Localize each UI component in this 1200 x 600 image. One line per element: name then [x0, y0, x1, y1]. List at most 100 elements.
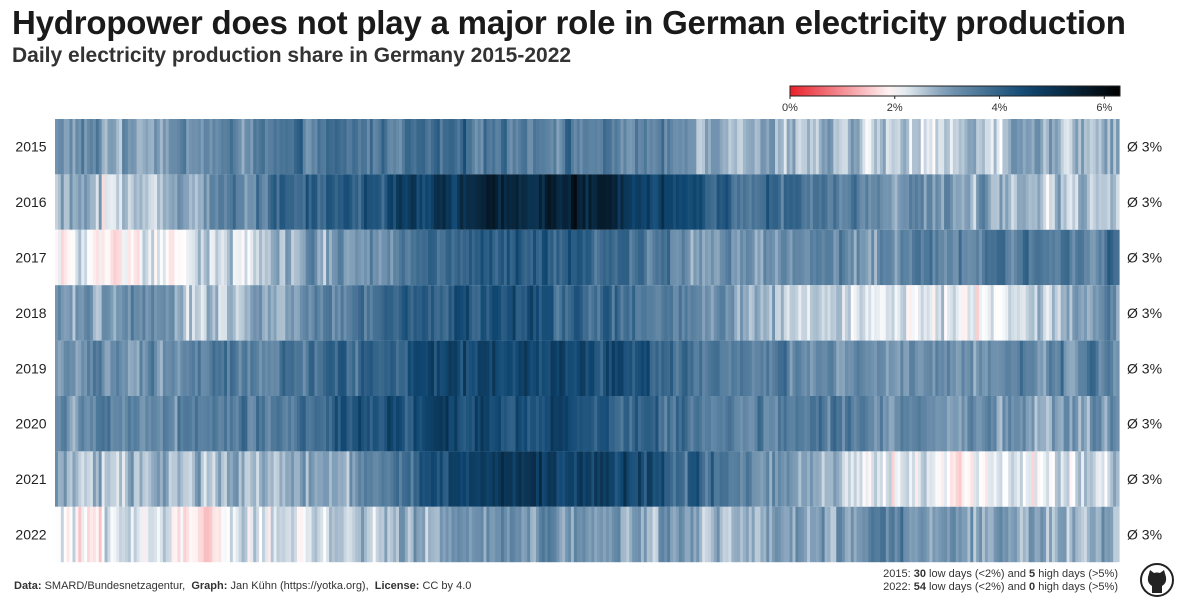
- heatmap-cell: [850, 119, 855, 175]
- heatmap-cell: [955, 506, 960, 563]
- heatmap-cell: [1016, 506, 1021, 563]
- heatmap-cell: [384, 119, 388, 175]
- heatmap-cell: [556, 396, 560, 452]
- heatmap-cell: [818, 285, 823, 341]
- heatmap-cell: [486, 174, 490, 230]
- heatmap-cell: [346, 285, 351, 341]
- heatmap-cell: [113, 174, 117, 230]
- heatmap-cell: [192, 451, 196, 507]
- heatmap-cell: [308, 451, 313, 507]
- heatmap-cell: [92, 340, 97, 396]
- heatmap-cell: [611, 174, 616, 230]
- heatmap-cell: [556, 451, 560, 507]
- heatmap-cell: [608, 119, 613, 175]
- heatmap-cell: [1098, 174, 1103, 230]
- heatmap-cell: [331, 119, 336, 175]
- heatmap-cell: [844, 229, 849, 286]
- heatmap-cell: [649, 229, 654, 286]
- heatmap-cell: [818, 451, 823, 507]
- heatmap-cell: [617, 451, 622, 507]
- heatmap-cell: [229, 229, 234, 286]
- heatmap-cell: [675, 340, 680, 396]
- heatmap-cell: [410, 451, 415, 507]
- heatmap-cell: [847, 285, 852, 341]
- heatmap-cell: [110, 174, 114, 230]
- heatmap-cell: [570, 506, 575, 563]
- heatmap-cell: [425, 340, 429, 396]
- heatmap-cell: [492, 396, 496, 452]
- heatmap-cell: [78, 506, 82, 563]
- heatmap-cell: [591, 506, 595, 563]
- heatmap-cell: [947, 119, 951, 175]
- heatmap-cell: [1095, 451, 1100, 507]
- heatmap-cell: [1078, 451, 1082, 507]
- heatmap-cell: [984, 285, 989, 341]
- heatmap-cell: [742, 451, 747, 507]
- heatmap-cell: [588, 285, 592, 341]
- heatmap-cell: [1078, 174, 1082, 230]
- heatmap-cell: [119, 451, 123, 507]
- heatmap-cell: [740, 340, 744, 396]
- heatmap-cell: [742, 229, 747, 286]
- heatmap-cell: [585, 506, 590, 563]
- heatmap-cell: [489, 229, 493, 286]
- heatmap-cell: [661, 506, 665, 563]
- heatmap-cell: [626, 506, 630, 563]
- heatmap-cell: [349, 340, 353, 396]
- heatmap-cell: [725, 340, 729, 396]
- heatmap-cell: [492, 506, 496, 563]
- heatmap-cell: [477, 174, 482, 230]
- heatmap-cell: [1016, 396, 1021, 452]
- heatmap-cell: [947, 451, 951, 507]
- heatmap-cell: [247, 174, 251, 230]
- heatmap-cell: [926, 451, 931, 507]
- heatmap-cell: [573, 229, 578, 286]
- heatmap-cell: [401, 396, 406, 452]
- heatmap-cell: [288, 451, 292, 507]
- heatmap-cell: [728, 229, 732, 286]
- heatmap-cell: [865, 119, 869, 175]
- heatmap-cell: [203, 285, 208, 341]
- heatmap-cell: [804, 506, 808, 563]
- heatmap-cell: [55, 119, 59, 175]
- heatmap-cell: [894, 229, 899, 286]
- heatmap-cell: [740, 451, 744, 507]
- heatmap-cell: [200, 174, 205, 230]
- heatmap-cell: [127, 340, 132, 396]
- heatmap-cell: [474, 451, 479, 507]
- heatmap-cell: [713, 451, 718, 507]
- heatmap-cell: [643, 229, 648, 286]
- heatmap-cell: [509, 174, 514, 230]
- row-average-label: Ø 3%: [1127, 527, 1162, 543]
- heatmap-cell: [719, 451, 724, 507]
- heatmap-cell: [535, 285, 540, 341]
- heatmap-cell: [670, 229, 674, 286]
- row-label-year: 2022: [15, 527, 46, 543]
- heatmap-cell: [996, 340, 1001, 396]
- heatmap-cell: [1008, 396, 1012, 452]
- heatmap-cell: [483, 229, 488, 286]
- heatmap-cell: [699, 119, 703, 175]
- heatmap-cell: [646, 396, 651, 452]
- heatmap-cell: [512, 285, 517, 341]
- heatmap-cell: [632, 119, 636, 175]
- heatmap-cell: [124, 229, 129, 286]
- heatmap-cell: [541, 174, 546, 230]
- heatmap-cell: [702, 229, 706, 286]
- heatmap-cell: [468, 396, 473, 452]
- heatmap-cell: [194, 174, 199, 230]
- heatmap-cell: [1049, 451, 1053, 507]
- heatmap-cell: [139, 174, 144, 230]
- heatmap-cell: [87, 396, 91, 452]
- heatmap-cell: [1072, 229, 1076, 286]
- heatmap-cell: [533, 451, 537, 507]
- heatmap-cell: [1075, 506, 1079, 563]
- heatmap-cell: [224, 451, 228, 507]
- heatmap-cell: [789, 451, 794, 507]
- heatmap-cell: [448, 340, 453, 396]
- heatmap-cell: [60, 119, 65, 175]
- heatmap-cell: [323, 506, 327, 563]
- heatmap-cell: [159, 396, 164, 452]
- heatmap-cell: [148, 340, 152, 396]
- heatmap-cell: [104, 229, 109, 286]
